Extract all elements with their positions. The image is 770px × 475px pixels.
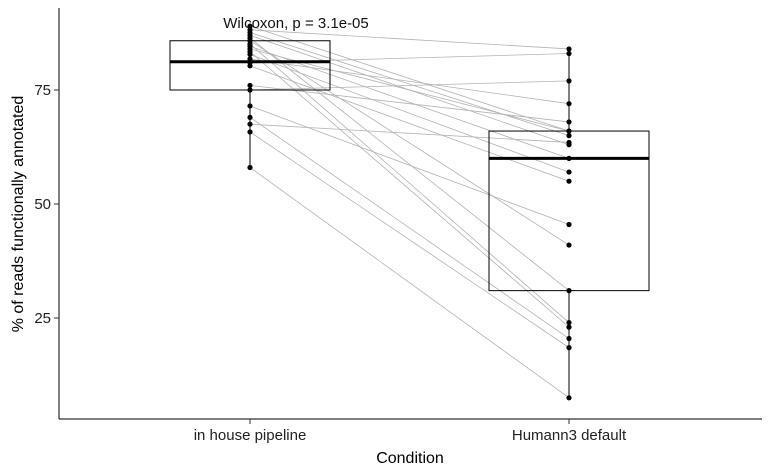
point-humann3-9 [566,128,572,134]
point-in-house-18 [247,114,253,120]
y-tick-label-25: 25 [34,310,51,327]
point-humann3-3 [566,133,572,139]
paired-line-19 [249,123,570,143]
x-axis-title: Condition [376,450,444,467]
point-humann3-19 [566,139,572,146]
point-humann3-10 [566,324,572,330]
point-in-house-21 [247,164,253,171]
paired-line-10 [249,51,570,328]
point-in-house-14 [247,63,253,69]
point-in-house-19 [247,121,253,127]
point-in-house-16 [247,87,253,93]
box-2-iqr [488,130,650,292]
paired-line-18 [249,117,570,339]
point-humann3-8 [566,155,572,161]
y-tick-label-50: 50 [34,196,51,213]
x-ticks: in house pipeline Humann3 default [194,419,627,444]
point-humann3-15 [566,119,572,125]
point-humann3-16 [566,78,572,84]
x-tick-label-2: Humann3 default [512,427,627,444]
paired-line-1 [249,25,570,132]
paired-line-6 [249,40,570,246]
paired-line-2 [249,29,570,50]
point-in-house-1 [247,23,253,29]
paired-line-5 [249,37,570,291]
point-humann3-21 [566,395,572,401]
point-humann3-13 [566,50,572,57]
paired-line-14 [249,65,570,182]
boxplots [169,26,650,398]
point-humann3-14 [566,178,572,184]
paired-line-11 [249,54,570,173]
paired-line-15 [249,85,570,123]
point-humann3-17 [566,221,572,228]
point-in-house-11 [247,51,253,58]
paired-line-17 [249,105,570,225]
y-axis-title: % of reads functionally annotated [10,96,27,333]
point-in-house-15 [247,82,253,89]
paired-line-3 [249,32,570,136]
y-tick-label-75: 75 [34,82,51,99]
point-humann3-11 [566,169,572,175]
point-in-house-20 [247,129,253,135]
y-ticks: 25 50 75 [34,82,59,327]
paired-line-21 [249,167,570,399]
point-in-house-12 [247,56,253,62]
paired-lines [249,25,570,399]
x-tick-label-1: in house pipeline [194,427,307,444]
point-in-house-17 [247,103,253,109]
annotation-text: Wilcoxon, p = 3.1e-05 [223,15,369,32]
point-humann3-18 [566,335,572,342]
paired-line-20 [249,131,570,348]
point-humann3-7 [566,319,572,326]
point-humann3-2 [566,46,572,52]
point-humann3-6 [566,242,572,248]
point-humann3-5 [566,288,572,294]
paired-line-16 [249,80,570,91]
paired-line-12 [249,58,570,105]
point-humann3-20 [566,345,572,351]
data-points [247,23,572,401]
point-humann3-12 [566,101,572,107]
